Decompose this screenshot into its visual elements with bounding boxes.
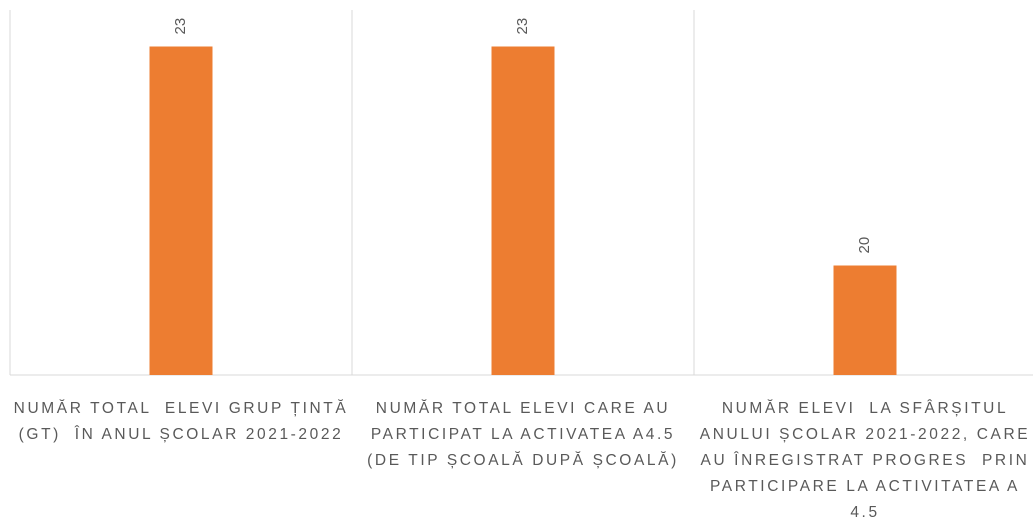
bar [833,265,897,375]
x-tick-label: NUMĂR TOTAL ELEVI CARE AU PARTICIPAT LA … [367,400,683,469]
data-label: 20 [856,237,873,254]
data-label: 23 [172,18,189,35]
x-tick-label: NUMĂR TOTAL ELEVI GRUP ȚINTĂ (GT) ÎN ANU… [13,400,356,443]
data-label: 23 [514,18,531,35]
bar [149,46,213,375]
bar [491,46,555,375]
x-tick-label: NUMĂR ELEVI LA SFÂRȘITUL ANULUI ȘCOLAR 2… [699,400,1031,517]
